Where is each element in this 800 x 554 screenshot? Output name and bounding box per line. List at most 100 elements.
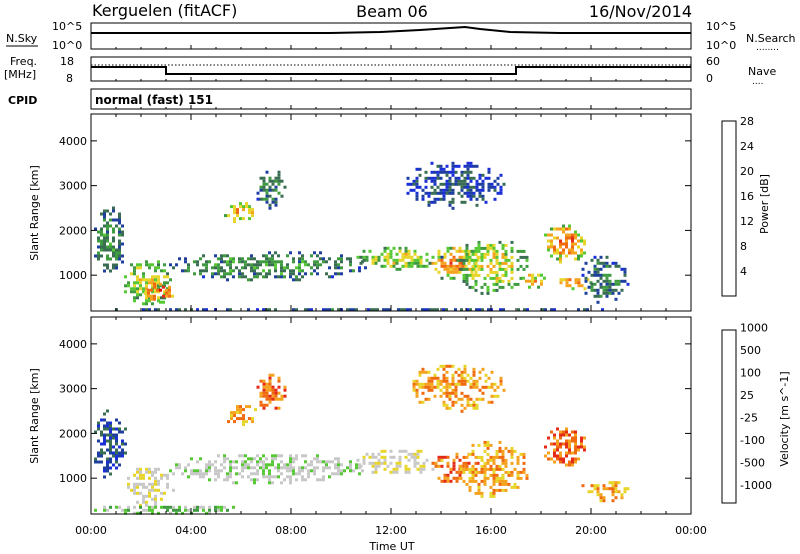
velocity-cell: [454, 385, 458, 389]
power-cell: [489, 258, 493, 262]
velocity-cell: [383, 449, 387, 453]
power-cell: [449, 252, 453, 256]
power-cell: [475, 179, 479, 183]
velocity-cell: [139, 491, 142, 495]
velocity-cell: [277, 475, 280, 479]
power-cell: [528, 273, 531, 277]
power-cell: [605, 264, 609, 268]
power-cell: [480, 258, 484, 262]
power-cell: [259, 188, 263, 192]
power-cell: [550, 308, 553, 312]
velocity-cell: [184, 469, 187, 473]
velocity-cell: [472, 406, 476, 410]
velocity-cell: [471, 470, 475, 474]
power-cell: [469, 179, 473, 183]
power-cell: [230, 205, 233, 209]
velocity-cell: [475, 403, 479, 407]
velocity-cell: [352, 469, 355, 473]
power-cell: [483, 276, 487, 280]
power-cell: [224, 214, 227, 218]
power-cell: [446, 249, 450, 253]
power-cell: [139, 278, 142, 282]
velocity-cell: [253, 472, 256, 476]
power-cell: [583, 287, 587, 291]
velocity-cell: [271, 475, 274, 479]
velocity-cell: [100, 448, 103, 452]
power-cell: [148, 308, 151, 312]
power-cell: [605, 273, 609, 277]
velocity-cell: [442, 400, 446, 404]
velocity-cell: [483, 467, 487, 471]
velocity-heatmap: [94, 364, 630, 515]
velocity-cell: [151, 511, 154, 515]
power-cell: [445, 179, 449, 183]
power-cell: [580, 236, 583, 240]
power-cell: [553, 248, 556, 252]
power-cell: [596, 300, 600, 304]
power-cell: [100, 248, 103, 252]
power-cell: [602, 285, 606, 289]
velocity-cell: [94, 508, 97, 512]
velocity-cell: [286, 475, 289, 479]
power-cell: [100, 230, 103, 234]
power-cell: [409, 188, 413, 192]
power-cell: [602, 264, 606, 268]
power-cell: [322, 257, 325, 261]
velocity-cell: [106, 448, 109, 452]
power-cell: [298, 278, 301, 282]
velocity-cell: [259, 460, 262, 464]
noise-panel: N.Sky 10^5 10^0 10^5 10^0 N.Search .....…: [6, 20, 796, 53]
velocity-cell: [259, 379, 263, 383]
velocity-cell: [233, 420, 236, 424]
power-cell: [236, 214, 239, 218]
power-cell: [148, 281, 151, 285]
power-cell: [442, 308, 445, 312]
velocity-cell: [495, 452, 499, 456]
power-cell: [319, 257, 322, 261]
power-cell: [492, 264, 496, 268]
velocity-cell: [504, 464, 508, 468]
power-cell: [440, 258, 444, 262]
velocity-cell: [466, 403, 470, 407]
velocity-cell: [460, 379, 464, 383]
velocity-cell: [259, 403, 263, 407]
velocity-cell: [493, 382, 497, 386]
power-cell: [268, 272, 271, 276]
velocity-cell: [495, 455, 499, 459]
power-cell: [486, 249, 490, 253]
velocity-cell: [121, 508, 124, 512]
velocity-cell: [239, 417, 242, 421]
power-cell: [259, 260, 262, 264]
velocity-cell: [442, 379, 446, 383]
velocity-cell: [106, 439, 109, 443]
noise-tick-right-top: 10^5: [706, 20, 736, 33]
velocity-cell: [322, 466, 325, 470]
velocity-cell: [501, 488, 505, 492]
velocity-cell: [457, 367, 461, 371]
velocity-cell: [97, 439, 100, 443]
power-cell: [163, 281, 166, 285]
velocity-cell: [274, 397, 278, 401]
power-cell: [427, 191, 431, 195]
velocity-cell: [495, 476, 499, 480]
power-cell: [100, 227, 103, 231]
power-cell: [480, 252, 484, 256]
velocity-cell: [486, 458, 490, 462]
velocity-cell: [340, 463, 343, 467]
velocity-cell: [565, 451, 568, 455]
velocity-cell: [337, 457, 340, 461]
power-cell: [593, 270, 597, 274]
velocity-cell: [599, 493, 603, 497]
power-cell: [298, 263, 301, 267]
power-cell: [460, 185, 464, 189]
power-cell: [253, 266, 256, 270]
power-cell: [386, 252, 390, 256]
velocity-cell: [133, 505, 136, 509]
velocity-cell: [220, 463, 223, 467]
power-cell: [498, 264, 502, 268]
power-cell: [440, 261, 444, 265]
power-cell: [465, 276, 469, 280]
power-cell: [349, 257, 352, 261]
velocity-cell: [223, 466, 226, 470]
power-cell: [495, 258, 499, 262]
